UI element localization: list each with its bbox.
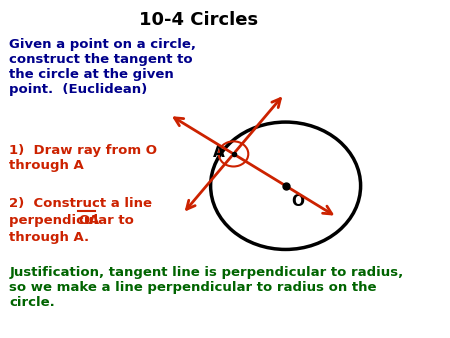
Text: 10-4 Circles: 10-4 Circles [139, 11, 258, 29]
Text: Justification, tangent line is perpendicular to radius,
so we make a line perpen: Justification, tangent line is perpendic… [9, 266, 404, 309]
Text: through A.: through A. [9, 231, 90, 244]
Text: Given a point on a circle,
construct the tangent to
the circle at the given
poin: Given a point on a circle, construct the… [9, 38, 196, 96]
Text: O: O [292, 194, 305, 209]
Text: 1)  Draw ray from O
through A: 1) Draw ray from O through A [9, 144, 157, 172]
Text: OA: OA [78, 214, 99, 227]
Text: perpendicular to: perpendicular to [9, 214, 139, 227]
Text: 2)  Construct a line: 2) Construct a line [9, 197, 152, 211]
Text: A: A [213, 145, 225, 160]
